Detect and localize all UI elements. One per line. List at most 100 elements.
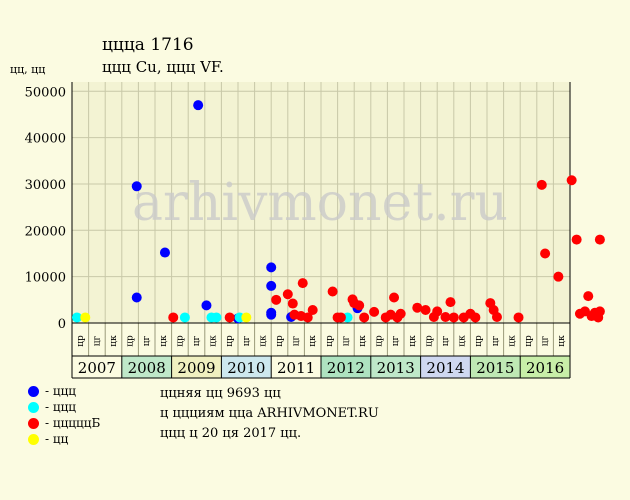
data-point [536,179,547,190]
year-band [370,356,421,378]
data-point [266,262,277,273]
quarter-label: цр [225,335,235,347]
data-point [193,100,204,111]
chart-title: ццца 1716 [102,35,194,55]
legend-label: - ццц [45,400,77,414]
data-point [513,312,524,323]
data-point [491,311,502,322]
data-point [389,292,400,303]
data-point [131,292,142,303]
quarter-label: цк [358,335,368,347]
quarter-label: цг [92,335,102,346]
legend-item: - цццццБ [28,415,100,431]
data-point [359,312,370,323]
y-tick-label: 0 [58,317,66,332]
chart-subtitle: ццц Cu, ццц VF. [102,58,224,76]
legend-item: - цц [28,431,100,447]
quarter-label: цр [126,335,136,347]
footer-line-3: ццц ц 20 ця 2017 цц. [160,426,302,441]
quarter-label: цр [275,335,285,347]
data-point [432,306,443,317]
quarter-label: цк [507,335,517,347]
data-point [282,289,293,300]
data-point [297,278,308,289]
data-point [448,312,459,323]
data-point [566,175,577,186]
year-label: 2010 [227,359,265,377]
quarter-label: цр [76,335,86,347]
y-tick-label: 10000 [25,271,66,286]
data-point [540,248,551,259]
quarter-label: цр [375,335,385,347]
data-point [420,305,431,316]
quarter-label: цк [159,335,169,347]
quarter-label: цк [308,335,318,347]
data-point [583,291,594,302]
watermark: arhivmonet.ru [132,173,508,233]
quarter-label: цр [524,335,534,347]
y-tick-label: 50000 [25,85,66,100]
quarter-label: цр [175,335,185,347]
data-points [71,100,605,324]
data-point [131,181,142,192]
quarter-label: цг [292,335,302,346]
data-point [271,294,282,305]
data-point [440,311,451,322]
data-point [241,312,252,323]
footer-notes: ццняя цц 9693 цц ц ццциям ццa ARHIVMONET… [160,384,379,444]
footer-line-2: ц ццциям ццa ARHIVMONET.RU [160,406,379,421]
data-point [571,234,582,245]
axes [71,82,571,379]
data-point [211,312,222,323]
year-band [520,356,570,378]
data-point [470,312,481,323]
legend-marker [28,385,39,397]
data-point [266,280,277,291]
year-label: 2015 [476,359,514,377]
year-band [221,356,272,378]
year-label: 2013 [377,359,415,377]
quarter-label: цг [341,335,351,346]
legend-marker [28,433,39,445]
year-label: 2011 [277,359,315,377]
legend-item: - ццц [28,383,100,399]
year-label: 2008 [128,359,166,377]
quarter-label: цр [325,335,335,347]
quarter-label: цг [491,335,501,346]
quarter-label: цк [458,335,468,347]
data-point [445,297,456,308]
quarter-label: цг [192,335,202,346]
year-band [321,356,371,378]
data-point [553,271,564,282]
legend: - ццц - ццц - цццццБ - цц [28,383,100,447]
year-band [72,356,122,378]
data-point [395,308,406,319]
data-point [71,312,82,323]
year-band [121,356,172,378]
data-point [335,312,346,323]
footer-line-1: ццняя цц 9693 цц [160,386,281,401]
legend-label: - цц [45,432,69,446]
year-label: 2007 [78,359,116,377]
legend-label: - цццццБ [45,416,101,430]
data-point [354,300,365,311]
quarter-label: цг [391,335,401,346]
quarter-label: цг [142,335,152,346]
y-axis-label: цц, цц [10,63,45,76]
year-band [271,356,321,378]
quarter-label: цр [424,335,434,347]
quarter-labels: цр цг цк цр цг цк цр цг цк цр цг цк цр цг цк цр цг цк цр цг… [76,335,567,347]
year-label: 2009 [177,359,215,377]
quarter-label: цк [258,335,268,347]
quarter-label: цг [242,335,252,346]
year-band [420,356,471,378]
data-point [201,300,212,311]
data-point [369,306,380,317]
data-point [307,305,318,316]
y-tick-labels: 0 10000 20000 30000 40000 50000 [25,85,66,332]
quarter-label: цк [557,335,567,347]
data-point [302,312,313,323]
year-band [470,356,521,378]
year-label: 2016 [526,359,564,377]
